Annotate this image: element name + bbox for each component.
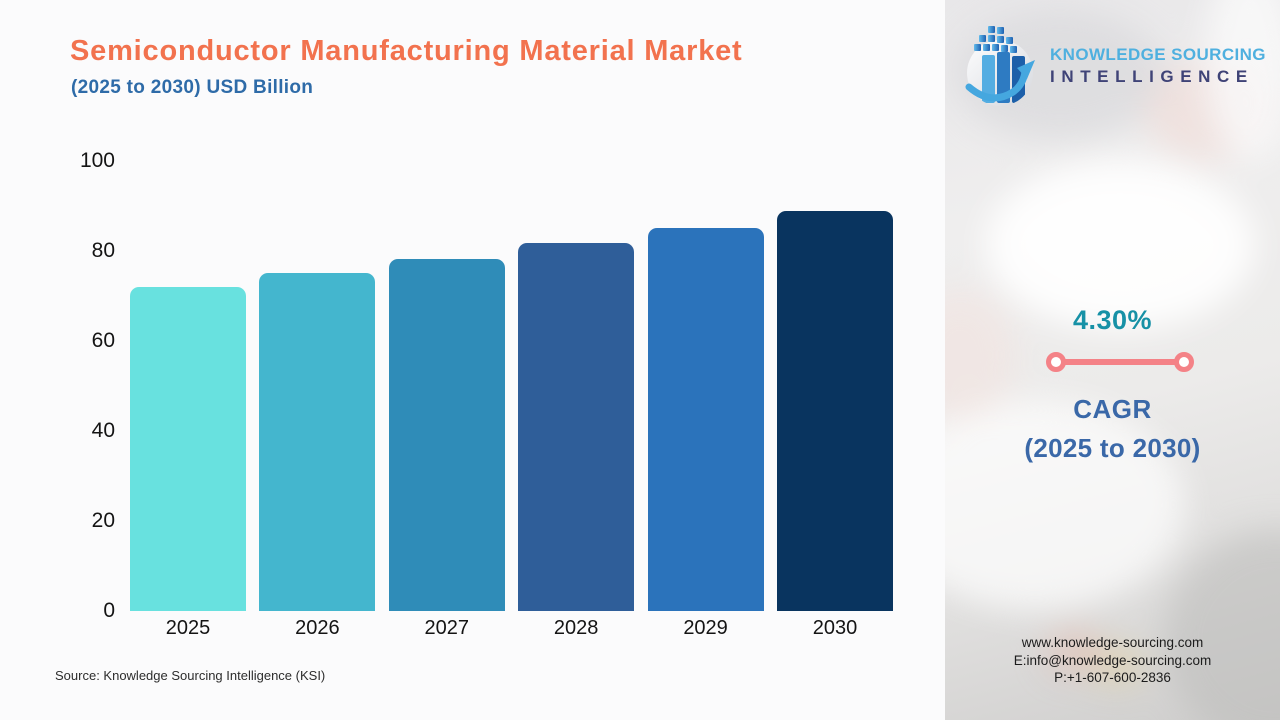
x-label-2026: 2026 bbox=[295, 617, 340, 639]
y-tick-0: 0 bbox=[103, 599, 115, 622]
bar-2028 bbox=[518, 243, 635, 611]
y-tick-100: 100 bbox=[79, 149, 115, 172]
contact-email: E:info@knowledge-sourcing.com bbox=[1013, 652, 1212, 668]
source-note: Source: Knowledge Sourcing Intelligence … bbox=[55, 668, 326, 683]
contact-website: www.knowledge-sourcing.com bbox=[1021, 635, 1204, 650]
ksi-logo: KNOWLEDGE SOURCING INTELLIGENCE bbox=[963, 24, 1266, 108]
bar-2030 bbox=[776, 210, 893, 611]
blurred-photo-background bbox=[945, 0, 1280, 720]
y-tick-20: 20 bbox=[91, 509, 115, 532]
bars bbox=[130, 161, 893, 611]
x-label-2025: 2025 bbox=[165, 617, 211, 639]
logo-text-line1: KNOWLEDGE SOURCING bbox=[1050, 45, 1266, 64]
range-endpoint-right-icon bbox=[1174, 352, 1194, 372]
bar-2029 bbox=[647, 227, 764, 611]
x-label-2027: 2027 bbox=[424, 617, 470, 639]
x-label-2028: 2028 bbox=[553, 617, 599, 639]
logo-text-line2: INTELLIGENCE bbox=[1050, 67, 1254, 86]
y-tick-40: 40 bbox=[91, 419, 115, 442]
y-tick-60: 60 bbox=[91, 329, 115, 352]
y-tick-80: 80 bbox=[91, 239, 115, 262]
range-connector-line bbox=[1063, 359, 1177, 365]
cagr-value: 4.30% bbox=[1072, 305, 1153, 335]
x-label-2029: 2029 bbox=[683, 617, 728, 639]
bar-2026 bbox=[259, 273, 376, 611]
contact-phone: P:+1-607-600-2836 bbox=[1054, 670, 1171, 685]
bar-2025 bbox=[130, 287, 246, 611]
cagr-label: CAGR bbox=[1073, 394, 1152, 424]
page-subtitle: (2025 to 2030) USD Billion bbox=[71, 77, 314, 98]
x-labels: 2025 2026 2027 2028 2029 2030 bbox=[130, 617, 893, 640]
x-label-2030: 2030 bbox=[812, 617, 858, 639]
y-axis: 100 80 60 40 20 0 bbox=[55, 149, 115, 622]
bar-2027 bbox=[388, 258, 505, 611]
right-background-panel bbox=[945, 0, 1280, 720]
ksi-logo-icon bbox=[965, 26, 1035, 106]
page-title: Semiconductor Manufacturing Material Mar… bbox=[70, 35, 743, 67]
cagr-range-line bbox=[1046, 352, 1194, 372]
contact-block: www.knowledge-sourcing.com E:info@knowle… bbox=[945, 634, 1280, 687]
cagr-period-label: (2025 to 2030) bbox=[1024, 433, 1201, 463]
